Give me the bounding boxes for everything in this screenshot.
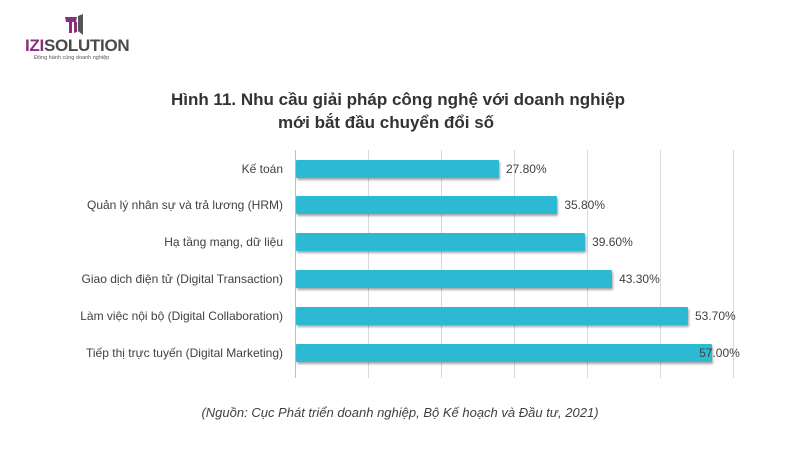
logo-text: IZISOLUTION bbox=[25, 36, 130, 55]
bar bbox=[296, 344, 713, 362]
bar-value-label: 35.80% bbox=[564, 198, 606, 212]
gridline bbox=[441, 150, 442, 378]
bar bbox=[296, 233, 586, 251]
plot-area: 27.80% 35.80% 39.60% 43.30% 53.70% 57.00% bbox=[295, 150, 740, 378]
bar-value-label: 57.00% bbox=[699, 346, 740, 360]
bar-value-label: 39.60% bbox=[592, 235, 633, 249]
bar bbox=[296, 196, 558, 214]
category-label: Tiếp thị trực tuyến (Digital Marketing) bbox=[86, 346, 283, 360]
gridline bbox=[660, 150, 661, 378]
category-label: Làm việc nội bộ (Digital Collaboration) bbox=[80, 309, 283, 323]
bar bbox=[296, 270, 613, 288]
gridline bbox=[587, 150, 588, 378]
gridline bbox=[514, 150, 515, 378]
category-label: Kế toán bbox=[241, 162, 283, 176]
category-label: Quản lý nhân sự và trả lương (HRM) bbox=[86, 198, 283, 212]
logo-tagline: Đồng hành cùng doanh nghiệp bbox=[34, 55, 110, 61]
chart-title-line-1: Hình 11. Nhu cầu giải pháp công nghệ với… bbox=[170, 90, 626, 109]
chart-title-line-2: mới bắt đầu chuyển đổi số bbox=[277, 113, 495, 132]
bar-value-label: 43.30% bbox=[619, 272, 660, 286]
gridline bbox=[368, 150, 369, 378]
y-axis-line bbox=[295, 150, 296, 378]
bar-value-label: 27.80% bbox=[505, 162, 547, 176]
category-label: Hạ tầng mạng, dữ liệu bbox=[164, 235, 283, 249]
bar-value-label: 53.70% bbox=[695, 309, 736, 323]
source-note: (Nguồn: Cục Phát triển doanh nghiệp, Bộ … bbox=[201, 405, 599, 420]
bar bbox=[296, 307, 688, 325]
category-label: Giao dịch điện tử (Digital Transaction) bbox=[81, 272, 283, 286]
izisolution-logo: IZISOLUTION Đồng hành cùng doanh nghiệp bbox=[25, 12, 135, 67]
gridline bbox=[733, 150, 734, 378]
bar bbox=[296, 160, 499, 178]
logo-mark-icon bbox=[65, 14, 83, 35]
